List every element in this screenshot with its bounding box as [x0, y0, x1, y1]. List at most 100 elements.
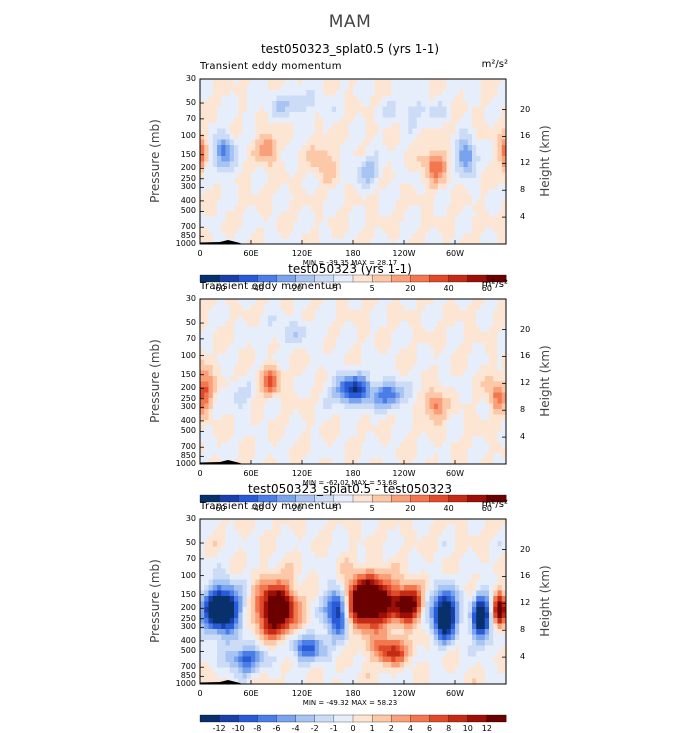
- heatmap-cell: [255, 184, 260, 190]
- heatmap-cell: [357, 448, 362, 454]
- heatmap-cell: [243, 200, 248, 206]
- heatmap-cell: [264, 200, 269, 206]
- heatmap-cell: [434, 195, 439, 201]
- heatmap-cell: [468, 156, 473, 162]
- heatmap-cell: [413, 151, 418, 157]
- heatmap-cell: [400, 541, 405, 547]
- heatmap-cell: [306, 327, 311, 333]
- heatmap-cell: [328, 453, 333, 459]
- heatmap-cell: [200, 173, 205, 179]
- heatmap-cell: [268, 349, 273, 355]
- heatmap-cell: [464, 156, 469, 162]
- heatmap-cell: [204, 162, 209, 168]
- heatmap-cell: [362, 178, 367, 184]
- heatmap-cell: [417, 140, 422, 146]
- heatmap-cell: [366, 123, 371, 129]
- heatmap-cell: [468, 101, 473, 107]
- heatmap-cell: [387, 178, 392, 184]
- heatmap-cell: [289, 85, 294, 91]
- heatmap-cell: [383, 415, 388, 421]
- heatmap-cell: [498, 184, 503, 190]
- heatmap-cell: [396, 530, 401, 536]
- heatmap-cell: [260, 305, 265, 311]
- heatmap-cell: [332, 200, 337, 206]
- heatmap-cell: [306, 96, 311, 102]
- heatmap-cell: [442, 112, 447, 118]
- heatmap-cell: [272, 316, 277, 322]
- heatmap-cell: [285, 409, 290, 415]
- heatmap-cell: [200, 371, 205, 377]
- heatmap-cell: [366, 140, 371, 146]
- heatmap-cell: [332, 426, 337, 432]
- heatmap-cell: [472, 519, 477, 525]
- heatmap-cell: [387, 404, 392, 410]
- heatmap-cell: [408, 112, 413, 118]
- heatmap-cell: [417, 316, 422, 322]
- heatmap-cell: [438, 398, 443, 404]
- heatmap-cell: [315, 85, 320, 91]
- heatmap-cell: [289, 349, 294, 355]
- heatmap-cell: [302, 327, 307, 333]
- heatmap-cell: [442, 365, 447, 371]
- heatmap-cell: [332, 442, 337, 448]
- heatmap-cell: [455, 228, 460, 234]
- heatmap-cell: [247, 382, 252, 388]
- heatmap-cell: [383, 382, 388, 388]
- heatmap-cell: [340, 519, 345, 525]
- heatmap-cell: [319, 107, 324, 113]
- heatmap-cell: [472, 382, 477, 388]
- heatmap-cell: [370, 415, 375, 421]
- heatmap-cell: [485, 448, 490, 454]
- heatmap-cell: [221, 547, 226, 553]
- x-tick-label: 120W: [384, 469, 424, 478]
- heatmap-cell: [251, 96, 256, 102]
- heatmap-cell: [255, 519, 260, 525]
- heatmap-cell: [413, 101, 418, 107]
- heatmap-cell: [400, 398, 405, 404]
- heatmap-cell: [247, 426, 252, 432]
- heatmap-cell: [434, 206, 439, 212]
- heatmap-cell: [319, 321, 324, 327]
- heatmap-cell: [472, 178, 477, 184]
- heatmap-cell: [425, 151, 430, 157]
- heatmap-cell: [379, 206, 384, 212]
- heatmap-cell: [472, 173, 477, 179]
- heatmap-cell: [251, 299, 256, 305]
- heatmap-cell: [217, 448, 222, 454]
- heatmap-cell: [247, 343, 252, 349]
- heatmap-cell: [260, 129, 265, 135]
- heatmap-cell: [498, 541, 503, 547]
- heatmap-cell: [485, 525, 490, 531]
- heatmap-cell: [217, 552, 222, 558]
- heatmap-cell: [260, 453, 265, 459]
- heatmap-cell: [251, 85, 256, 91]
- heatmap-cell: [391, 310, 396, 316]
- heatmap-cell: [451, 299, 456, 305]
- heatmap-cell: [387, 541, 392, 547]
- heatmap-cell: [311, 541, 316, 547]
- heatmap-cell: [204, 134, 209, 140]
- heatmap-cell: [255, 299, 260, 305]
- heatmap-cell: [328, 184, 333, 190]
- heatmap-cell: [311, 206, 316, 212]
- heatmap-cell: [319, 140, 324, 146]
- heatmap-cell: [481, 327, 486, 333]
- heatmap-cell: [247, 140, 252, 146]
- heatmap-cell: [323, 387, 328, 393]
- heatmap-cell: [323, 79, 328, 85]
- heatmap-cell: [442, 173, 447, 179]
- heatmap-cell: [408, 184, 413, 190]
- heatmap-cell: [383, 343, 388, 349]
- heatmap-cell: [493, 206, 498, 212]
- heatmap-cell: [430, 415, 435, 421]
- heatmap-cell: [408, 338, 413, 344]
- heatmap-cell: [498, 332, 503, 338]
- heatmap-cell: [442, 107, 447, 113]
- heatmap-cell: [221, 321, 226, 327]
- heatmap-cell: [264, 228, 269, 234]
- heatmap-cell: [370, 156, 375, 162]
- heatmap-cell: [425, 316, 430, 322]
- heatmap-cell: [404, 519, 409, 525]
- heatmap-cell: [264, 404, 269, 410]
- heatmap-cell: [221, 376, 226, 382]
